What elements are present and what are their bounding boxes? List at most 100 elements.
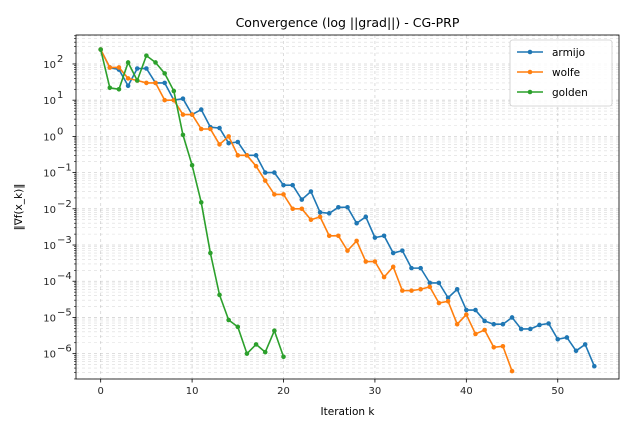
data-point-wolfe: [454, 321, 460, 327]
data-point-wolfe: [189, 112, 195, 117]
data-point-armijo: [482, 318, 487, 324]
data-point-armijo: [198, 107, 204, 112]
data-point-armijo: [509, 315, 515, 320]
data-point-armijo: [528, 326, 533, 332]
data-point-wolfe: [299, 206, 305, 212]
data-point-golden: [217, 292, 222, 298]
data-point-golden: [244, 351, 250, 356]
data-point-armijo: [272, 170, 277, 175]
data-point-golden: [98, 47, 103, 52]
data-point-wolfe: [445, 298, 451, 304]
y-tick-label: 10: [43, 277, 56, 288]
data-point-wolfe: [253, 163, 259, 169]
legend: armijo wolfe golden: [509, 39, 613, 107]
data-point-golden: [107, 85, 113, 91]
data-point-armijo: [144, 66, 149, 71]
data-point-golden: [153, 60, 158, 65]
data-point-wolfe: [500, 343, 506, 349]
data-point-golden: [281, 354, 286, 360]
data-point-armijo: [409, 265, 414, 271]
data-point-wolfe: [473, 331, 478, 337]
data-point-armijo: [372, 235, 378, 240]
y-tick-exponent: 1: [57, 90, 63, 101]
data-point-armijo: [134, 66, 140, 71]
data-point-golden: [171, 88, 177, 94]
y-tick-exponent: 0: [57, 126, 63, 137]
data-point-wolfe: [464, 312, 469, 317]
y-tick-label: 10: [43, 169, 56, 180]
data-point-armijo: [445, 295, 451, 301]
data-point-armijo: [418, 265, 423, 271]
data-point-wolfe: [208, 126, 213, 132]
data-point-wolfe: [198, 126, 204, 132]
y-tick-exponent: 2: [57, 54, 63, 65]
data-point-golden: [235, 324, 241, 330]
series-golden: [98, 47, 286, 360]
y-tick-label: 10: [43, 313, 56, 324]
y-tick-exponent: −1: [57, 163, 72, 174]
data-point-armijo: [281, 182, 286, 188]
data-point-wolfe: [345, 248, 350, 253]
data-point-golden: [162, 71, 167, 76]
data-point-wolfe: [491, 344, 497, 350]
x-axis: 0 10 20 30 40 50: [97, 379, 564, 397]
data-point-wolfe: [217, 142, 222, 147]
x-tick-label: 0: [97, 386, 103, 397]
data-point-armijo: [235, 139, 241, 145]
data-point-armijo: [436, 280, 442, 286]
data-point-wolfe: [244, 153, 250, 158]
series-armijo: [98, 47, 597, 369]
data-point-armijo: [491, 321, 497, 327]
data-point-wolfe: [153, 80, 158, 86]
legend-marker-golden: [527, 89, 533, 95]
legend-label-wolfe: wolfe: [552, 67, 580, 79]
data-point-armijo: [400, 248, 405, 253]
y-tick-label: 10: [43, 96, 56, 107]
y-tick-exponent: −2: [57, 199, 72, 210]
data-point-golden: [134, 78, 140, 83]
data-point-wolfe: [180, 112, 186, 117]
x-axis-label: Iteration k: [321, 406, 376, 418]
legend-label-golden: golden: [552, 87, 588, 99]
data-point-wolfe: [354, 238, 359, 244]
data-point-armijo: [299, 197, 305, 202]
data-point-armijo: [336, 205, 341, 210]
data-point-armijo: [390, 250, 396, 256]
data-point-wolfe: [290, 206, 295, 212]
y-tick-exponent: −3: [57, 235, 72, 246]
data-point-wolfe: [281, 192, 286, 197]
data-point-wolfe: [400, 288, 405, 293]
x-tick-label: 30: [369, 386, 382, 397]
data-point-wolfe: [427, 284, 433, 290]
plot-frame: [75, 34, 620, 380]
data-point-wolfe: [226, 134, 231, 139]
data-point-armijo: [518, 326, 524, 332]
data-point-wolfe: [418, 286, 423, 292]
y-tick-label: 10: [43, 350, 56, 361]
data-point-armijo: [345, 205, 350, 210]
data-point-armijo: [537, 322, 542, 328]
data-point-armijo: [381, 233, 387, 239]
legend-marker-wolfe: [527, 69, 533, 75]
data-point-armijo: [592, 363, 597, 369]
chart-title: Convergence (log ||grad||) - CG-PRP: [236, 15, 460, 30]
series-layer: [98, 47, 597, 374]
y-tick-exponent: −6: [57, 344, 72, 355]
data-point-golden: [144, 53, 149, 58]
data-point-wolfe: [409, 288, 414, 293]
data-point-armijo: [290, 182, 295, 188]
legend-label-armijo: armijo: [552, 47, 585, 59]
series-wolfe: [98, 47, 515, 374]
data-point-golden: [198, 200, 204, 205]
y-tick-exponent: −4: [57, 271, 72, 282]
data-point-golden: [116, 86, 122, 92]
data-point-armijo: [354, 220, 359, 226]
data-point-wolfe: [372, 259, 378, 264]
data-point-armijo: [363, 214, 369, 220]
data-point-wolfe: [482, 327, 487, 333]
data-point-golden: [262, 349, 268, 355]
y-tick-label: 10: [43, 132, 56, 143]
data-point-armijo: [162, 80, 167, 86]
